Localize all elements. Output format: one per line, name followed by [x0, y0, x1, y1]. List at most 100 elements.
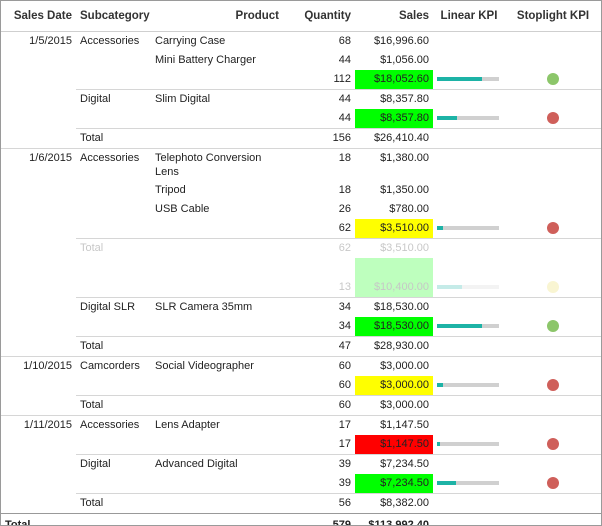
linear-kpi-cell — [433, 89, 505, 109]
quantity-cell: 60 — [283, 356, 355, 376]
report-row: 1/6/2015 Accessories Telephoto Conversion … — [1, 148, 601, 181]
kpi-track — [437, 285, 499, 289]
stoplight-kpi-cell — [505, 181, 601, 200]
sales-cell: $10,400.00 — [355, 258, 433, 298]
report-row: 1/5/2015 Accessories Carrying Case 68 $16,99… — [1, 31, 601, 51]
kpi-fill — [437, 481, 456, 485]
linear-kpi-cell — [433, 513, 505, 525]
quantity-cell: 44 — [338, 112, 351, 124]
sales-cell: $8,382.00 — [355, 493, 433, 514]
report-row: 112 $18,052.60 — [1, 70, 601, 90]
product-cell — [151, 128, 283, 149]
stoplight-kpi-cell — [505, 336, 601, 357]
sales-date-cell: 1/11/2015 — [1, 415, 76, 435]
report-row: Total 579 $113,992.40 — [1, 513, 601, 525]
stoplight-kpi-cell — [505, 297, 601, 317]
linear-kpi-cell — [433, 219, 505, 239]
sales-cell: $113,992.40 — [355, 513, 433, 525]
linear-kpi-cell — [433, 51, 505, 70]
stoplight-kpi-cell — [505, 89, 601, 109]
product-cell: Advanced Digital — [151, 454, 283, 474]
stoplight-kpi-cell — [505, 493, 601, 514]
linear-kpi-cell — [433, 128, 505, 149]
linear-kpi-cell — [433, 258, 505, 298]
product-cell — [151, 376, 283, 396]
stoplight-kpi-cell — [505, 435, 601, 455]
sales-cell: $1,147.50 — [355, 415, 433, 435]
sales-cell: $28,930.00 — [355, 336, 433, 357]
stoplight-dot — [547, 222, 559, 234]
product-cell — [151, 238, 283, 258]
subcategory-cell: Digital — [76, 89, 151, 109]
kpi-fill — [437, 285, 462, 289]
kpi-track — [437, 116, 499, 120]
product-cell — [151, 336, 283, 357]
sales-cell: $1,380.00 — [355, 148, 433, 181]
quantity-cell: 26 — [338, 203, 351, 215]
subcategory-cell — [76, 513, 151, 525]
report-row: Tripod 18 $1,350.00 — [1, 181, 601, 200]
stoplight-kpi-cell — [505, 31, 601, 51]
column-header: Linear KPI — [433, 1, 505, 32]
table-body: 1/5/2015 Accessories Carrying Case 68 $16,99… — [1, 31, 601, 525]
report-row: Digital Advanced Digital 39 $7,234.50 — [1, 454, 601, 475]
sales-date-cell — [1, 455, 76, 475]
product-cell — [151, 474, 283, 494]
stoplight-kpi-cell — [505, 356, 601, 376]
sales-cell: $18,530.00 — [355, 317, 433, 337]
product-cell: USB Cable — [155, 203, 210, 215]
stoplight-dot — [547, 379, 559, 391]
product-cell — [151, 435, 283, 455]
report-row: 44 $8,357.80 — [1, 109, 601, 129]
subcategory-cell: Accessories — [76, 415, 151, 435]
stoplight-kpi-cell — [505, 376, 601, 396]
quantity-cell: 34 — [283, 297, 355, 317]
kpi-track — [437, 324, 499, 328]
quantity-cell: 156 — [283, 128, 355, 149]
quantity-cell: 60 — [283, 395, 355, 416]
stoplight-kpi-cell — [505, 70, 601, 90]
kpi-fill — [437, 442, 441, 446]
product-cell — [151, 109, 283, 129]
sales-date-cell — [1, 239, 76, 259]
quantity-cell: 112 — [333, 73, 351, 85]
linear-kpi-cell — [433, 200, 505, 219]
sales-date-cell — [1, 90, 76, 110]
sales-date-cell — [1, 129, 76, 149]
subcategory-cell: Accessories — [76, 31, 151, 51]
report-row: Digital SLR SLR Camera 35mm 34 $18,530.00 — [1, 297, 601, 317]
linear-kpi-cell — [433, 70, 505, 90]
kpi-track — [437, 442, 499, 446]
stoplight-kpi-cell — [505, 109, 601, 129]
report-row: Total 156 $26,410.40 — [1, 128, 601, 149]
column-header: Sales — [355, 1, 433, 32]
linear-kpi-cell — [433, 376, 505, 396]
linear-kpi-cell — [433, 493, 505, 514]
linear-kpi-cell — [433, 474, 505, 494]
quantity-cell: 56 — [283, 493, 355, 514]
quantity-cell: 18 — [338, 184, 351, 196]
kpi-track — [437, 383, 499, 387]
sales-date-cell — [1, 181, 76, 200]
sales-date-cell: 1/10/2015 — [1, 356, 76, 376]
product-cell: Carrying Case — [151, 31, 283, 51]
sales-date-cell — [1, 494, 76, 514]
linear-kpi-cell — [433, 148, 505, 181]
quantity-cell: 579 — [283, 513, 355, 525]
report-row: Total 47 $28,930.00 — [1, 336, 601, 357]
quantity-cell: 47 — [283, 336, 355, 357]
sales-cell: $1,147.50 — [355, 435, 433, 455]
subcategory-cell: Accessories — [76, 148, 151, 181]
linear-kpi-cell — [433, 297, 505, 317]
stoplight-dot — [547, 438, 559, 450]
stoplight-dot — [547, 320, 559, 332]
kpi-track — [437, 226, 499, 230]
subcategory-cell: Digital — [76, 454, 151, 474]
header-row: Sales Date Subcategory Product Quantity Sale… — [1, 1, 601, 32]
product-cell — [151, 513, 283, 525]
quantity-cell: 44 — [283, 89, 355, 109]
product-cell: Lens Adapter — [151, 415, 283, 435]
stoplight-dot — [547, 281, 559, 293]
sales-cell: $16,996.60 — [355, 31, 433, 51]
subcategory-cell: Total — [76, 336, 151, 357]
